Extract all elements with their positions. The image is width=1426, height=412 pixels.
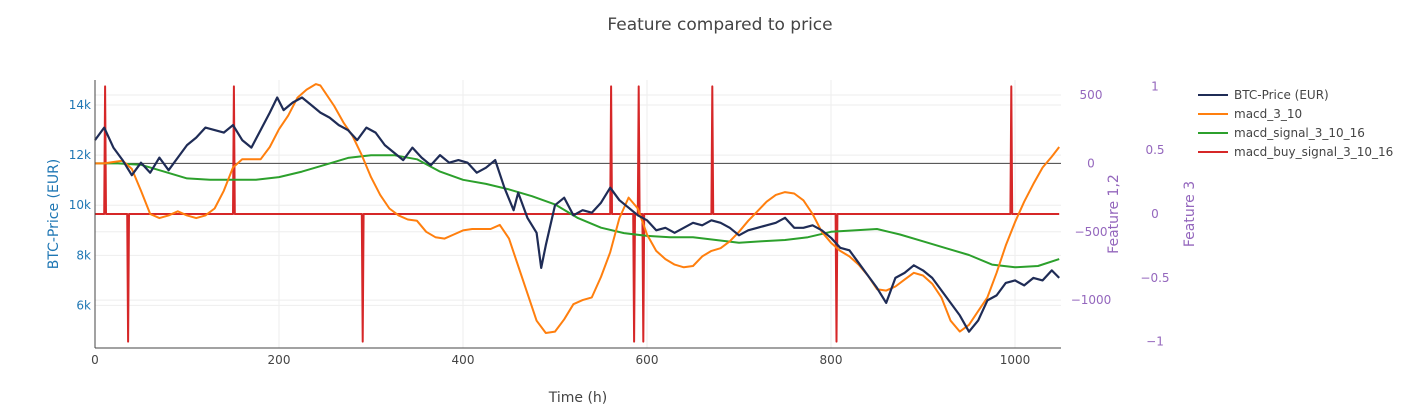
x-tick-label: 800 — [820, 353, 843, 367]
y-axis-left-title: BTC-Price (EUR) — [46, 159, 62, 270]
y-left-tick-label: 6k — [76, 298, 91, 312]
signal-series-line — [95, 154, 1060, 269]
y-right1-tick-label: −1000 — [1071, 293, 1112, 307]
tick-layer: 0 200 400 600 800 1000 6k 8k 10k 12k 14k 500 0 −500 −1… — [69, 79, 1170, 367]
y-axis-right2-title: Feature 3 — [1182, 181, 1198, 247]
x-axis-title: Time (h) — [548, 390, 608, 406]
legend: BTC-Price (EUR) macd_3_10 macd_signal_3_10… — [1198, 88, 1393, 159]
y-axis-right1-title: Feature 1,2 — [1106, 174, 1122, 254]
y-right1-tick-label: 0 — [1087, 156, 1095, 170]
buy-signal-series-line — [95, 85, 1060, 343]
macd-series-line — [95, 83, 1060, 334]
y-right2-tick-label: −0.5 — [1140, 271, 1169, 285]
y-left-tick-label: 12k — [69, 148, 91, 162]
x-tick-label: 200 — [268, 353, 291, 367]
chart-title: Feature compared to price — [607, 15, 832, 35]
x-tick-label: 600 — [636, 353, 659, 367]
x-tick-label: 0 — [91, 353, 99, 367]
axis-layer — [94, 80, 1061, 349]
y-left-tick-label: 14k — [69, 98, 91, 112]
y-left-tick-label: 10k — [69, 198, 91, 212]
y-right1-tick-label: −500 — [1075, 225, 1108, 239]
price-series-line — [94, 96, 1060, 333]
y-right2-tick-label: 0 — [1151, 207, 1159, 221]
y-left-tick-label: 8k — [76, 248, 91, 262]
x-tick-label: 1000 — [1000, 353, 1031, 367]
legend-label-1: macd_3_10 — [1234, 107, 1302, 121]
y-right2-tick-label: 1 — [1151, 79, 1159, 93]
legend-label-0: BTC-Price (EUR) — [1234, 88, 1329, 102]
legend-label-3: macd_buy_signal_3_10_16 — [1234, 145, 1393, 159]
x-tick-label: 400 — [452, 353, 475, 367]
legend-label-2: macd_signal_3_10_16 — [1234, 126, 1365, 140]
y-right2-tick-label: 0.5 — [1145, 143, 1164, 157]
series-layer — [94, 83, 1060, 343]
y-right1-tick-label: 500 — [1080, 88, 1103, 102]
y-right2-tick-label: −1 — [1146, 335, 1164, 349]
